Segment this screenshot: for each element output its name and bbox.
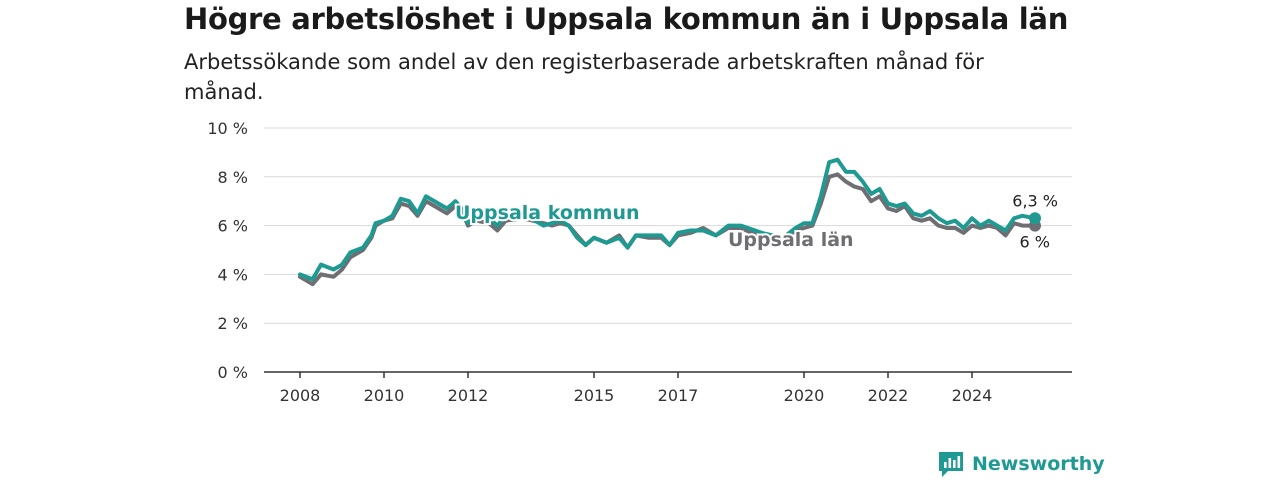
x-tick-label: 2015 xyxy=(574,386,615,405)
end-label-uppsala-kommun: 6,3 % xyxy=(1012,191,1058,210)
y-tick-label: 4 % xyxy=(218,265,248,284)
x-tick-label: 2024 xyxy=(952,386,993,405)
y-tick-label: 0 % xyxy=(218,363,248,382)
x-tick-label: 2017 xyxy=(658,386,699,405)
series-lines xyxy=(298,157,1041,287)
end-label-uppsala-lan: 6 % xyxy=(1020,233,1050,252)
y-tick-label: 2 % xyxy=(218,314,248,333)
y-tick-label: 10 % xyxy=(207,119,248,138)
series-line-1 xyxy=(298,157,1037,282)
y-axis-tick-labels: 0 % 2 % 4 % 6 % 8 % 10 % xyxy=(207,119,248,382)
x-tick-label: 2012 xyxy=(448,386,489,405)
x-axis: 2008 2010 2012 2015 2017 2020 2022 2024 xyxy=(264,371,1072,405)
y-tick-label: 8 % xyxy=(218,168,248,187)
chart-subtitle: Arbetssökande som andel av den registerb… xyxy=(184,50,984,104)
series-endpoint-1 xyxy=(1029,212,1041,225)
brand-name: Newsworthy xyxy=(972,453,1105,475)
x-tick-label: 2022 xyxy=(868,386,909,405)
x-tick-label: 2010 xyxy=(364,386,405,405)
newsworthy-logo-icon xyxy=(939,452,963,477)
y-tick-label: 6 % xyxy=(218,217,248,236)
brand-logo: Newsworthy xyxy=(936,448,1105,480)
series-label-uppsala-kommun: Uppsala kommun xyxy=(455,202,640,224)
x-tick-label: 2020 xyxy=(784,386,825,405)
series-line-0 xyxy=(298,172,1037,287)
series-labels: Uppsala kommun Uppsala län 6,3 % 6 % xyxy=(453,191,1058,253)
gridlines xyxy=(264,127,1072,324)
series-label-uppsala-lan: Uppsala län xyxy=(728,229,854,251)
chart-title: Högre arbetslöshet i Uppsala kommun än i… xyxy=(184,2,1069,36)
x-tick-label: 2008 xyxy=(280,386,321,405)
